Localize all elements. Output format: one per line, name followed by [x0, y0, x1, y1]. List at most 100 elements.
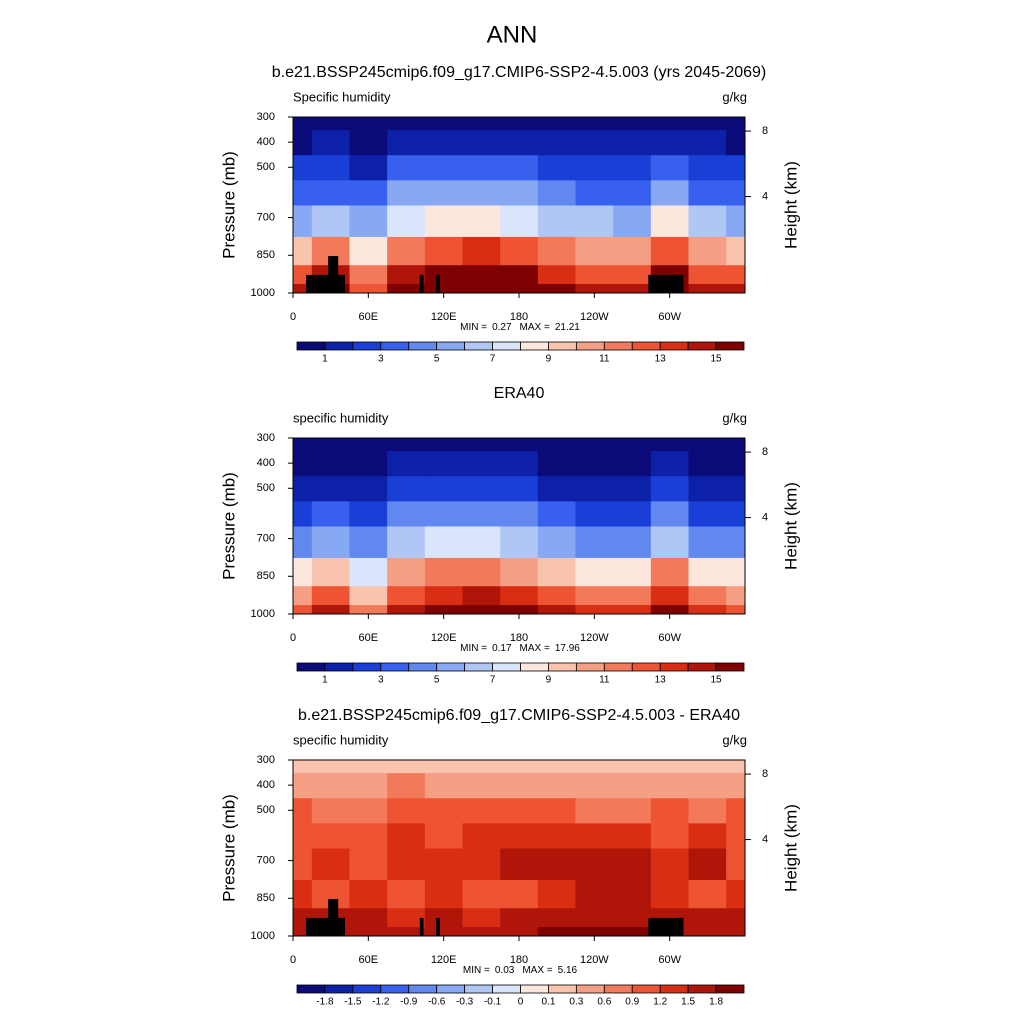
- field-cell: [387, 879, 426, 909]
- field-cell: [462, 772, 501, 799]
- colorbar-box: [492, 984, 521, 994]
- y-tick-label: 500: [257, 482, 275, 494]
- colorbar-box: [575, 341, 605, 351]
- field-cell: [462, 236, 501, 266]
- max-label: MAX =: [522, 965, 552, 976]
- field-cell: [688, 438, 727, 452]
- terrain: [328, 256, 339, 293]
- field-cell: [726, 797, 746, 824]
- colorbar-label: -1.2: [372, 997, 390, 1008]
- field-cell: [293, 205, 313, 237]
- field-cell: [613, 822, 652, 849]
- field-cell: [688, 926, 727, 937]
- colorbar-label: 1.5: [681, 997, 695, 1008]
- colorbar-box: [659, 984, 689, 994]
- field-cell: [650, 822, 689, 849]
- field-cell: [500, 907, 539, 928]
- colorbar-label: 9: [546, 675, 552, 686]
- field-cell: [650, 557, 689, 587]
- field-cell: [424, 154, 463, 181]
- terrain: [648, 274, 684, 293]
- field-cell: [500, 264, 539, 285]
- field-cell: [424, 129, 463, 156]
- panel-title: b.e21.BSSP245cmip6.f09_g17.CMIP6-SSP2-4.…: [272, 64, 767, 81]
- field-cell: [575, 879, 614, 909]
- x-tick-label: 60E: [359, 632, 379, 644]
- field-cell: [575, 907, 614, 928]
- field-cell: [500, 526, 539, 558]
- min-value: 0.27: [492, 322, 512, 333]
- field-cell: [387, 205, 426, 237]
- y-tick-label: 700: [257, 854, 275, 866]
- x-tick-label: 0: [290, 954, 296, 966]
- field-cell: [650, 500, 689, 527]
- field-cell: [349, 879, 388, 909]
- y2-tick-label: 4: [762, 190, 768, 202]
- field-cell: [311, 475, 350, 502]
- field-label: specific humidity: [293, 410, 389, 425]
- field-cell: [650, 772, 689, 799]
- colorbar-box: [436, 341, 466, 351]
- field-cell: [462, 822, 501, 849]
- field-cell: [311, 848, 350, 880]
- field-cell: [537, 926, 576, 937]
- field-cell: [424, 557, 463, 587]
- field-cell: [349, 264, 388, 285]
- field-cell: [500, 926, 539, 937]
- field-cell: [311, 205, 350, 237]
- colorbar-label: 1: [322, 675, 328, 686]
- field-cell: [613, 264, 652, 285]
- field-cell: [537, 526, 576, 558]
- field-cell: [500, 797, 539, 824]
- field-cell: [500, 438, 539, 452]
- colorbar-box: [659, 341, 689, 351]
- field-cell: [613, 438, 652, 452]
- field-label: specific humidity: [293, 732, 389, 747]
- x-tick-label: 120W: [580, 632, 609, 644]
- field-cell: [500, 154, 539, 181]
- field-cell: [500, 236, 539, 266]
- x-tick-label: 180: [510, 632, 528, 644]
- field-cell: [462, 500, 501, 527]
- field-cell: [424, 117, 463, 131]
- field-cell: [613, 117, 652, 131]
- field-cell: [537, 450, 576, 477]
- field-cell: [688, 117, 727, 131]
- field-cell: [537, 879, 576, 909]
- field-cell: [613, 797, 652, 824]
- field-cell: [613, 500, 652, 527]
- field-cell: [462, 179, 501, 206]
- field-cell: [424, 926, 463, 937]
- field-cell: [293, 526, 313, 558]
- field-cell: [688, 760, 727, 774]
- field-cell: [688, 283, 727, 294]
- field-cell: [311, 557, 350, 587]
- field-cell: [613, 205, 652, 237]
- field-cell: [293, 604, 313, 615]
- field-cell: [387, 772, 426, 799]
- field-cell: [726, 879, 746, 909]
- field-cell: [575, 129, 614, 156]
- field-cell: [537, 283, 576, 294]
- colorbar-label: 5: [434, 675, 440, 686]
- colorbar-box: [408, 662, 438, 672]
- colorbar-label: 0.9: [625, 997, 639, 1008]
- field-cell: [387, 822, 426, 849]
- field-cell: [349, 585, 388, 606]
- field-cell: [387, 557, 426, 587]
- field-cell: [311, 117, 350, 131]
- field-cell: [726, 848, 746, 880]
- field-cell: [500, 760, 539, 774]
- x-tick-label: 120E: [431, 632, 457, 644]
- y2-tick-label: 8: [762, 768, 768, 780]
- field-cell: [293, 475, 313, 502]
- colorbar-box: [408, 341, 438, 351]
- field-cell: [650, 129, 689, 156]
- field-cell: [311, 760, 350, 774]
- field-cell: [349, 926, 388, 937]
- field-cell: [688, 264, 727, 285]
- min-label: MIN =: [463, 965, 490, 976]
- colorbar-box: [436, 662, 466, 672]
- field-cell: [537, 154, 576, 181]
